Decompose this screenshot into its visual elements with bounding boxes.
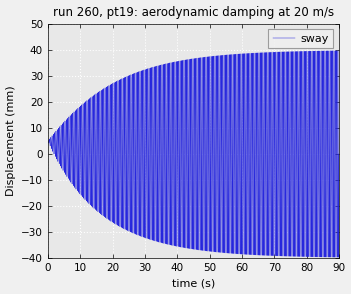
sway [135,127,140,130]
sway [337,152,341,156]
Title: run 260, pt19: aerodynamic damping at 20 m/s: run 260, pt19: aerodynamic damping at 20… [53,6,334,19]
sway [268,249,272,253]
Legend: sway: sway [268,29,333,48]
sway [337,255,341,259]
sway [336,49,340,52]
sway [46,139,50,143]
sway [320,54,324,58]
sway [220,94,225,98]
sway [146,233,151,236]
Line: sway: sway [48,51,339,257]
Y-axis label: Displacement (mm): Displacement (mm) [6,86,15,196]
X-axis label: time (s): time (s) [172,278,215,288]
sway [121,128,125,132]
